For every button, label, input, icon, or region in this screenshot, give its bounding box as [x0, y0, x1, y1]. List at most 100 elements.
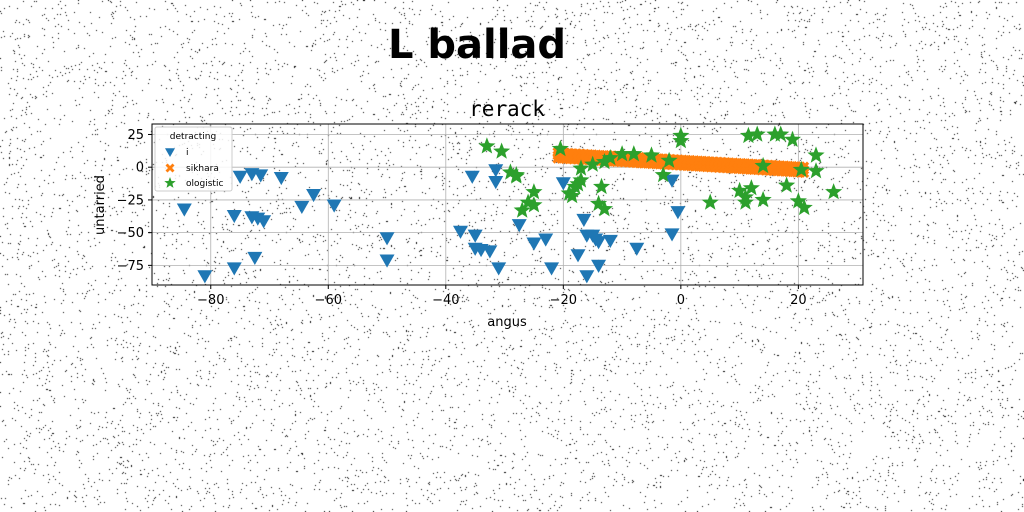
- y-axis-label: untarried: [93, 175, 108, 235]
- point-i: [326, 199, 342, 213]
- point-i: [579, 270, 595, 284]
- x-tick-label: 0: [677, 293, 685, 308]
- point-ologistic: [595, 153, 613, 170]
- point-ologistic: [525, 183, 543, 200]
- x-tick-label: 20: [790, 293, 807, 308]
- x-tick-label: −40: [432, 293, 459, 308]
- point-ologistic: [825, 183, 843, 200]
- point-i: [488, 175, 504, 190]
- point-i: [452, 225, 468, 239]
- point-ologistic: [807, 146, 825, 163]
- point-ologistic: [795, 198, 813, 216]
- point-i: [664, 174, 680, 188]
- point-ologistic: [739, 126, 757, 144]
- point-ologistic: [731, 181, 749, 198]
- point-ologistic: [572, 171, 590, 188]
- x-tick-label: −20: [550, 293, 577, 308]
- point-ologistic: [584, 155, 602, 172]
- series-i: [176, 164, 686, 284]
- point-i: [576, 213, 592, 228]
- legend-markers: [164, 148, 176, 188]
- point-ologistic: [783, 130, 801, 147]
- chart-title: rerack: [469, 97, 545, 121]
- point-i: [591, 259, 607, 273]
- point-ologistic: [660, 151, 678, 168]
- point-ologistic: [754, 156, 772, 174]
- y-tick-label: 0: [136, 161, 144, 176]
- x-tick-label: −60: [315, 293, 342, 308]
- point-i: [379, 254, 395, 268]
- point-ologistic: [625, 145, 643, 162]
- point-ologistic: [560, 184, 578, 201]
- series-ologistic: [478, 125, 843, 218]
- point-i: [273, 172, 289, 186]
- point-i: [232, 170, 248, 184]
- point-ologistic: [493, 142, 511, 159]
- point-i: [602, 234, 618, 248]
- point-ologistic: [593, 177, 611, 195]
- legend-marker-sikhara: [165, 163, 175, 173]
- point-ologistic: [748, 125, 766, 142]
- legend: detracting i sikhara ologistic: [154, 126, 233, 192]
- point-i: [555, 177, 571, 191]
- point-ologistic: [654, 166, 672, 183]
- point-i: [306, 189, 322, 203]
- legend-entry-ologistic: ologistic: [186, 179, 223, 189]
- point-i: [591, 236, 607, 250]
- point-ologistic: [563, 187, 581, 204]
- point-ologistic: [789, 192, 807, 209]
- point-ologistic: [736, 193, 754, 210]
- point-i: [294, 200, 310, 214]
- point-ologistic: [513, 201, 531, 218]
- legend-entry-sikhara: sikhara: [186, 164, 219, 174]
- point-ologistic: [778, 176, 796, 193]
- point-i: [670, 206, 686, 220]
- point-ologistic: [742, 179, 760, 196]
- point-ologistic: [595, 200, 613, 217]
- point-ologistic: [613, 145, 631, 162]
- point-ologistic: [642, 146, 660, 163]
- grid: [152, 124, 863, 285]
- point-i: [511, 219, 527, 233]
- point-i: [491, 262, 507, 276]
- point-i: [570, 249, 586, 263]
- point-i: [482, 245, 498, 259]
- x-tick-label: −80: [197, 293, 224, 308]
- point-i: [379, 232, 395, 246]
- point-i: [226, 262, 242, 276]
- point-ologistic: [519, 193, 537, 210]
- point-ologistic: [792, 160, 810, 178]
- point-ologistic: [772, 125, 790, 142]
- point-ologistic: [572, 159, 590, 176]
- point-ologistic: [672, 132, 690, 149]
- legend-marker-ologistic: [164, 177, 176, 188]
- axis-ticks: −80 −60 −40 −20 0 20 25 0 −25 −50 −75: [117, 128, 807, 308]
- point-i: [544, 262, 560, 276]
- point-i: [664, 228, 680, 242]
- point-ologistic: [590, 194, 608, 212]
- legend-title: detracting: [170, 132, 216, 142]
- legend-entry-i: i: [186, 148, 189, 158]
- point-i: [464, 170, 480, 184]
- plot-frame: [151, 123, 864, 286]
- y-tick-label: −50: [117, 226, 144, 241]
- legend-marker-i: [165, 148, 175, 157]
- x-axis-label: angus: [487, 315, 527, 330]
- point-ologistic: [507, 166, 525, 183]
- point-i: [256, 215, 272, 229]
- point-i: [253, 169, 269, 183]
- point-ologistic: [701, 193, 719, 210]
- point-ologistic: [501, 163, 519, 180]
- point-i: [629, 242, 645, 256]
- y-tick-label: −25: [117, 193, 144, 208]
- legend-box: [154, 126, 233, 192]
- point-ologistic: [807, 162, 825, 179]
- point-ologistic: [525, 196, 543, 213]
- y-tick-label: −75: [117, 259, 144, 274]
- point-i: [226, 210, 242, 224]
- figure-title: L ballad: [387, 22, 567, 68]
- point-i: [538, 233, 554, 247]
- y-tick-label: 25: [127, 128, 144, 143]
- point-i: [176, 203, 192, 217]
